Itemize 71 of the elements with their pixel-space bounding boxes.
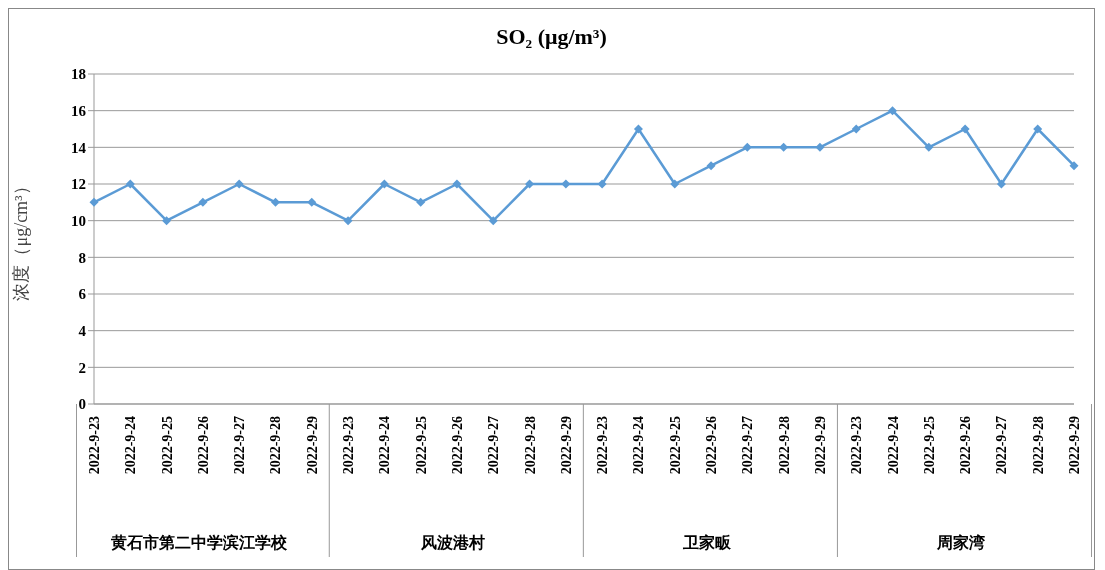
point [343, 216, 353, 226]
x-tick-label: 2022-9-26 [704, 416, 720, 475]
x-tick-label: 2022-9-29 [1067, 416, 1082, 475]
x-tick-label: 2022-9-28 [776, 416, 792, 475]
text: 风波港村 [420, 533, 486, 551]
point [996, 179, 1006, 189]
y-tick-label: 14 [71, 139, 87, 156]
point [561, 179, 571, 189]
x-tick-label: 2022-9-24 [123, 416, 139, 475]
x-tick-label: 2022-9-28 [1030, 416, 1046, 475]
x-tick-label: 2022-9-25 [667, 416, 683, 475]
point [1069, 161, 1079, 171]
x-tick-label: 2022-9-25 [921, 416, 937, 475]
text: 黄石市第二中学滨江学校 [110, 533, 288, 551]
point [307, 197, 317, 207]
point [270, 197, 280, 207]
point [924, 142, 934, 152]
x-tick-label: 2022-9-23 [849, 416, 865, 475]
x-tick-label: 2022-9-26 [195, 416, 211, 475]
y-tick-label: 16 [71, 102, 87, 119]
point [125, 179, 135, 189]
point [815, 142, 825, 152]
point [633, 124, 643, 134]
x-tick-label: 2022-9-29 [558, 416, 574, 475]
point [779, 142, 789, 152]
point [706, 161, 716, 171]
chart-title: SO₂ (μg/m³) [495, 23, 608, 51]
x-tick-label: 2022-9-25 [159, 416, 175, 475]
x-tick-label: 2022-9-24 [377, 416, 393, 475]
point [960, 124, 970, 134]
point [89, 197, 99, 207]
point [162, 216, 172, 226]
x-tick-label: 2022-9-29 [304, 416, 320, 475]
point [416, 197, 426, 207]
point [488, 216, 498, 226]
point [198, 197, 208, 207]
point [888, 106, 898, 116]
x-tick-label: 2022-9-23 [341, 416, 357, 475]
x-tick-label: 2022-9-27 [232, 416, 248, 475]
point [1033, 124, 1043, 134]
y-tick-label: 8 [78, 249, 86, 266]
y-axis-title: 浓度（μg/cm³） [11, 177, 32, 301]
point [742, 142, 752, 152]
y-tick-label: 18 [71, 66, 86, 83]
y-tick-label: 6 [78, 286, 87, 303]
point [851, 124, 861, 134]
x-tick-label: 2022-9-29 [812, 416, 828, 475]
point [670, 179, 680, 189]
y-tick-label: 10 [71, 212, 86, 229]
x-tick-label: 2022-9-24 [885, 416, 901, 475]
x-tick-label: 2022-9-25 [413, 416, 429, 475]
x-tick-label: 2022-9-23 [595, 416, 611, 475]
x-tick-label: 2022-9-23 [87, 416, 102, 475]
point [452, 179, 462, 189]
point [234, 179, 244, 189]
x-tick-label: 2022-9-27 [740, 416, 756, 475]
x-tick-label: 2022-9-27 [486, 416, 502, 475]
x-tick-label: 2022-9-28 [522, 416, 538, 475]
y-tick-label: 2 [78, 359, 86, 376]
y-tick-label: 0 [78, 396, 86, 413]
text: 卫家畈 [682, 532, 733, 551]
x-tick-label: 2022-9-27 [994, 416, 1010, 475]
y-tick-label: 4 [78, 322, 87, 339]
x-tick-label: 2022-9-24 [631, 416, 647, 475]
y-tick-label: 12 [71, 176, 86, 193]
point [597, 179, 607, 189]
point [379, 179, 389, 189]
x-tick-label: 2022-9-26 [449, 416, 465, 475]
x-tick-label: 2022-9-26 [958, 416, 974, 475]
x-tick-label: 2022-9-28 [268, 416, 284, 475]
text: 周家湾 [936, 532, 986, 551]
